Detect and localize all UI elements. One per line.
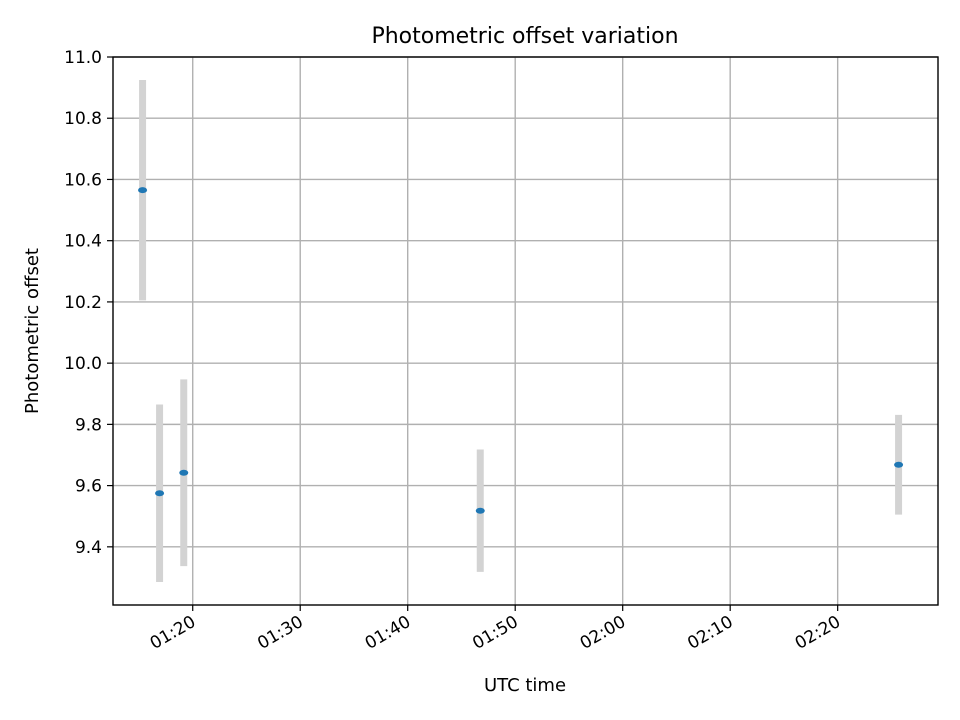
y-tick-label: 10.2 bbox=[64, 293, 102, 313]
x-tick-label: 01:30 bbox=[254, 612, 306, 654]
y-axis: 9.4 9.6 9.8 10.0 10.2 10.4 10.6 10.8 11.0 bbox=[64, 48, 113, 558]
data-points bbox=[138, 187, 904, 514]
grid bbox=[113, 56, 938, 605]
y-tick-label: 10.0 bbox=[64, 354, 102, 374]
y-tick-label: 10.4 bbox=[64, 232, 102, 252]
x-axis: 01:20 01:30 01:40 01:50 02:00 02:10 02:20 bbox=[147, 605, 844, 654]
plot-frame bbox=[112, 56, 939, 606]
data-point bbox=[894, 461, 904, 468]
x-tick-label: 02:10 bbox=[684, 612, 736, 654]
x-axis-label: UTC time bbox=[484, 675, 566, 696]
x-tick-label: 01:20 bbox=[147, 612, 199, 654]
y-tick-label: 9.6 bbox=[75, 477, 102, 497]
data-point bbox=[475, 507, 485, 514]
error-bars bbox=[139, 79, 903, 583]
x-tick-label: 02:20 bbox=[792, 612, 844, 654]
y-tick-label: 9.8 bbox=[75, 415, 102, 435]
y-axis-label: Photometric offset bbox=[22, 248, 43, 414]
y-tick-label: 10.6 bbox=[64, 170, 102, 190]
chart-title: Photometric offset variation bbox=[371, 24, 678, 49]
data-point bbox=[138, 187, 148, 194]
data-point bbox=[179, 469, 189, 476]
y-tick-label: 11.0 bbox=[64, 48, 102, 68]
x-tick-label: 02:00 bbox=[577, 612, 629, 654]
y-tick-label: 10.8 bbox=[64, 109, 102, 129]
y-tick-label: 9.4 bbox=[75, 538, 102, 558]
x-tick-label: 01:40 bbox=[362, 612, 414, 654]
data-point bbox=[155, 490, 165, 497]
x-tick-label: 01:50 bbox=[469, 612, 521, 654]
